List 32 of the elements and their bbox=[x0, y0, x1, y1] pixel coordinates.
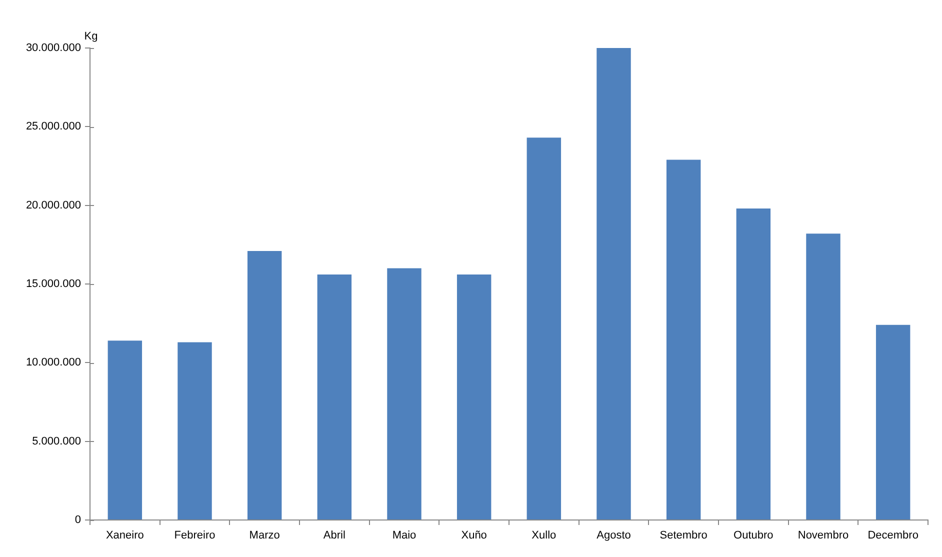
y-tick-label: 10.000.000 bbox=[26, 356, 81, 369]
bar bbox=[526, 138, 562, 520]
bar bbox=[108, 340, 142, 520]
x-tick-label: Xuño bbox=[461, 530, 487, 542]
bar bbox=[317, 274, 352, 520]
x-tick-label: Novembro bbox=[798, 530, 849, 542]
y-tick-label: 15.000.000 bbox=[26, 278, 81, 290]
y-tick-label: 25.000.000 bbox=[26, 120, 81, 133]
bar bbox=[456, 274, 492, 520]
y-tick-label: 30.000.000 bbox=[26, 42, 81, 54]
x-tick-label: Setembro bbox=[660, 530, 708, 542]
x-tick-label: Outubro bbox=[734, 530, 774, 542]
y-tick-label: 0 bbox=[74, 514, 81, 526]
x-tick-label: Decembro bbox=[868, 530, 918, 542]
x-tick-label: Maio bbox=[392, 530, 416, 542]
bar bbox=[178, 342, 212, 520]
x-tick-label: Abril bbox=[323, 530, 346, 542]
bar bbox=[247, 250, 282, 520]
x-tick-label: Agosto bbox=[596, 530, 631, 542]
bar bbox=[666, 160, 701, 520]
y-tick-label: 5.000.000 bbox=[32, 435, 81, 448]
y-tick-label: 20.000.000 bbox=[26, 199, 81, 212]
bar bbox=[876, 324, 910, 520]
y-axis-title: Kg bbox=[84, 30, 98, 43]
bar bbox=[806, 234, 840, 520]
bar bbox=[596, 48, 631, 520]
bar bbox=[736, 208, 771, 520]
x-tick-label: Febreiro bbox=[174, 530, 216, 542]
x-tick-label: Marzo bbox=[249, 530, 280, 542]
x-tick-label: Xaneiro bbox=[106, 530, 144, 542]
x-tick-label: Xullo bbox=[532, 530, 556, 542]
bar bbox=[387, 268, 422, 520]
